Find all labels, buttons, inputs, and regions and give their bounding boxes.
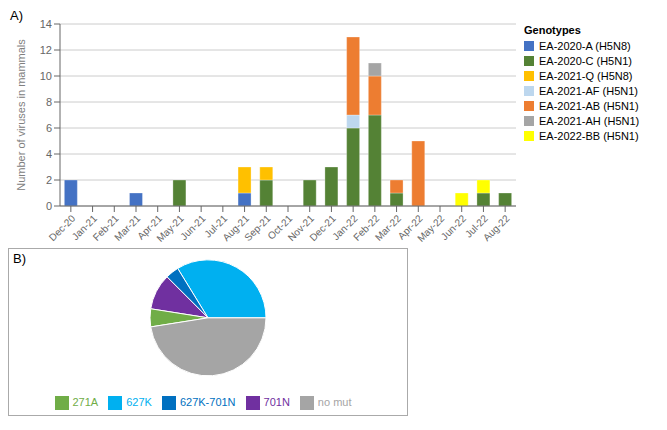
svg-text:2: 2 — [46, 174, 52, 186]
svg-text:0: 0 — [46, 200, 52, 212]
svg-text:Jul-22: Jul-22 — [462, 212, 490, 240]
html-text:EA-2022-BB (H5N1): EA-2022-BB (H5N1) — [539, 130, 639, 142]
svg-text:Jan-21: Jan-21 — [69, 212, 99, 243]
svg-text:12: 12 — [40, 44, 52, 56]
html-text:EA-2021-AF (H5N1): EA-2021-AF (H5N1) — [539, 85, 638, 97]
svg-text:Apr-21: Apr-21 — [135, 212, 165, 242]
svg-text:10: 10 — [40, 70, 52, 82]
svg-text:Sep-21: Sep-21 — [242, 212, 273, 243]
svg-text:Jul-21: Jul-21 — [202, 212, 230, 240]
svg-text:Mar-22: Mar-22 — [372, 212, 403, 243]
html-text:EA-2021-AH (H5N1): EA-2021-AH (H5N1) — [539, 115, 640, 127]
html-text:EA-2020-A (H5N8): EA-2020-A (H5N8) — [539, 40, 631, 52]
svg-text:8: 8 — [46, 96, 52, 108]
svg-text:14: 14 — [40, 18, 52, 30]
html-text:627K-701N: 627K-701N — [179, 395, 236, 408]
svg-text:4: 4 — [46, 148, 52, 160]
svg-text:Apr-22: Apr-22 — [395, 212, 425, 242]
svg-text:6: 6 — [46, 122, 52, 134]
html-text:no mut: no mut — [317, 395, 352, 408]
svg-text:May-21: May-21 — [154, 212, 186, 244]
svg-text:Dec-21: Dec-21 — [307, 212, 338, 244]
svg-text:Jun-21: Jun-21 — [178, 212, 208, 242]
svg-text:Feb-21: Feb-21 — [90, 212, 121, 243]
svg-text:Dec-20: Dec-20 — [46, 212, 78, 244]
html-text:B): B) — [13, 251, 26, 266]
svg-text:Oct-21: Oct-21 — [265, 212, 295, 242]
html-text:EA-2021-Q (H5N8): EA-2021-Q (H5N8) — [539, 70, 633, 82]
svg-text:May-22: May-22 — [415, 212, 447, 244]
html-text:EA-2020-C (H5N1): EA-2020-C (H5N1) — [539, 55, 632, 67]
svg-text:Jan-22: Jan-22 — [330, 212, 360, 243]
html-text:271A: 271A — [72, 395, 99, 408]
svg-text:Mar-21: Mar-21 — [112, 212, 143, 243]
svg-text:Nov-21: Nov-21 — [285, 212, 317, 244]
svg-text:Aug-22: Aug-22 — [481, 212, 512, 243]
svg-text:Aug-21: Aug-21 — [220, 212, 251, 244]
html-text:701N: 701N — [263, 395, 290, 408]
html-text:EA-2021-AB (H5N1): EA-2021-AB (H5N1) — [539, 100, 639, 112]
svg-text:Jun-22: Jun-22 — [439, 212, 469, 242]
svg-text:Number of viruses in mammals: Number of viruses in mammals — [15, 39, 27, 191]
html-text:Genotypes: Genotypes — [524, 24, 581, 36]
html-text:627K: 627K — [126, 395, 152, 408]
svg-text:Feb-22: Feb-22 — [351, 212, 382, 243]
html-text:A): A) — [10, 8, 23, 23]
